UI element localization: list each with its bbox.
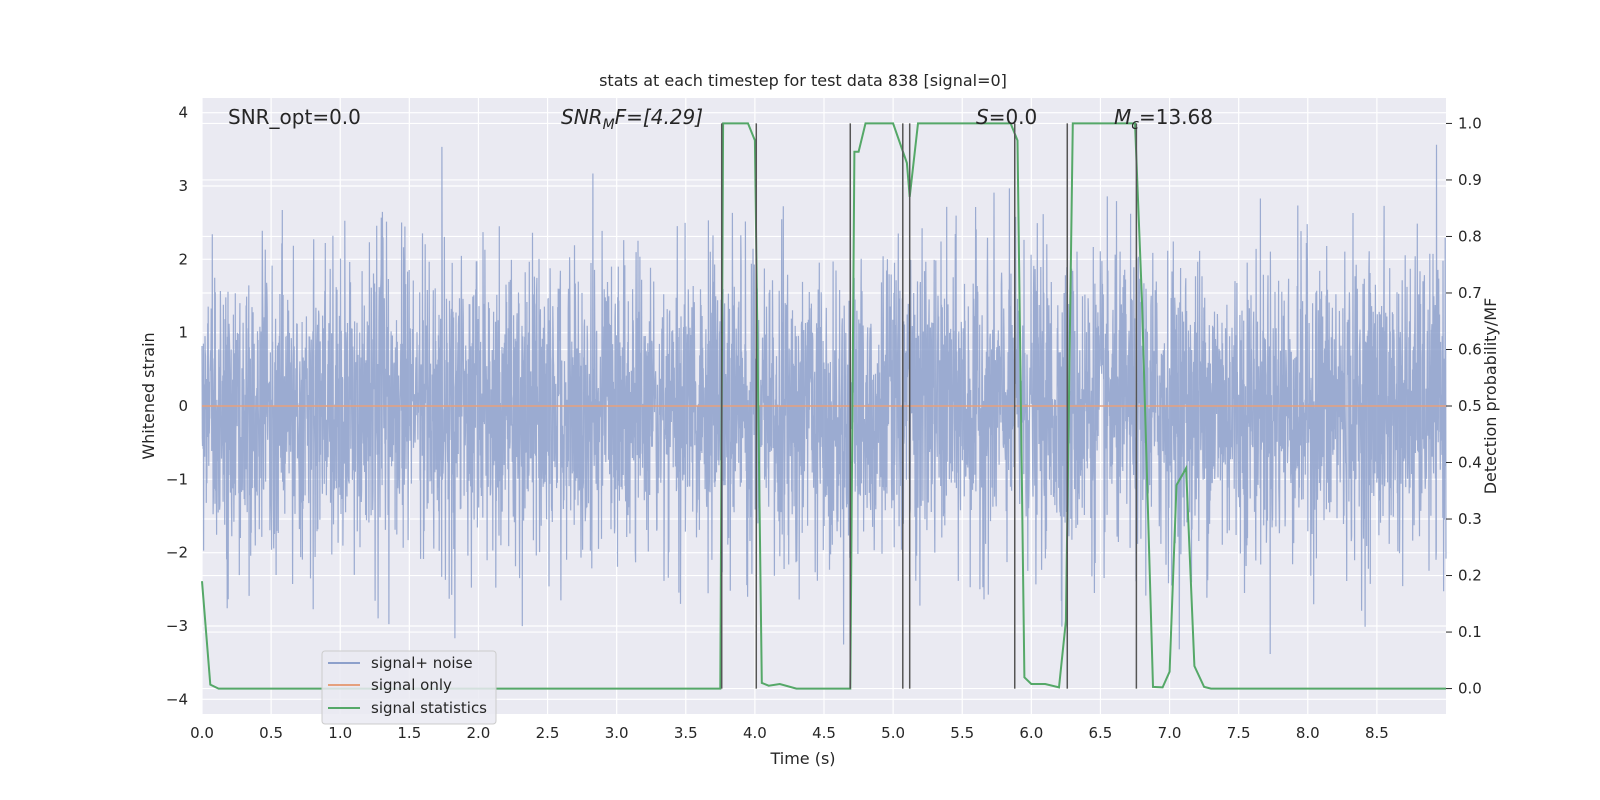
annotation-snr-mf-base: SNR — [561, 105, 603, 129]
y-tick-label: −4 — [166, 690, 188, 708]
annotation-snr-mf-sub: M — [603, 117, 615, 133]
annotation-snr-mf: SNRMF=[4.29] — [561, 105, 703, 133]
y-ticks: −4 −3 −2 −1 0 1 2 3 4 — [166, 104, 188, 709]
y-tick-label: −3 — [166, 617, 188, 635]
y-tick-label: −2 — [166, 544, 188, 562]
y-tick-label-right: 0.9 — [1458, 171, 1482, 189]
line-signal-plus-noise — [201, 144, 1447, 655]
y-tick-label: 0 — [178, 397, 188, 415]
x-tick-label: 8.0 — [1296, 724, 1320, 742]
y-tick-label: 1 — [178, 324, 188, 342]
y-tick-label-right: 0.8 — [1458, 227, 1482, 245]
x-tick-label: 3.0 — [605, 724, 629, 742]
annotation-s-var: S — [976, 105, 989, 129]
y-tick-label: 3 — [178, 177, 188, 195]
y-tick-label-right: 0.7 — [1458, 284, 1482, 302]
x-tick-label: 4.5 — [812, 724, 836, 742]
x-ticks: 0.0 0.5 1.0 1.5 2.0 2.5 3.0 3.5 4.0 4.5 5.0 5.5 6.0 6… — [190, 724, 1389, 742]
annotation-snr-opt: SNR_opt=0.0 — [228, 105, 361, 129]
y-tick-label-right: 0.6 — [1458, 340, 1482, 358]
legend-box — [321, 650, 497, 725]
y-tick-label-right: 0.5 — [1458, 397, 1482, 415]
x-tick-label: 4.0 — [743, 724, 767, 742]
x-tick-label: 5.0 — [881, 724, 905, 742]
legend: signal+ noise signal only signal statist… — [321, 650, 497, 725]
series-lines — [201, 122, 1446, 690]
x-tick-label: 2.0 — [467, 724, 491, 742]
x-tick-label: 0.0 — [190, 724, 214, 742]
y-tick-label-right: 0.4 — [1458, 454, 1482, 472]
annotation-mc-sub: c — [1131, 117, 1139, 133]
y-tick-label: 4 — [178, 104, 188, 122]
noise-series-signal-plus-noise — [201, 144, 1447, 655]
x-tick-label: 0.5 — [259, 724, 283, 742]
x-tick-label: 8.5 — [1365, 724, 1389, 742]
legend-label-signal-plus-noise: signal+ noise — [371, 654, 473, 672]
chart-title: stats at each timestep for test data 838… — [599, 71, 1007, 90]
x-tick-label: 2.5 — [536, 724, 560, 742]
x-tick-label: 7.0 — [1158, 724, 1182, 742]
x-tick-label: 3.5 — [674, 724, 698, 742]
x-tick-label: 6.0 — [1019, 724, 1043, 742]
y-tick-label-right: 0.0 — [1458, 680, 1482, 698]
x-tick-label: 1.0 — [328, 724, 352, 742]
annotation-mc: Mc=13.68 — [1114, 105, 1213, 133]
annotation-s: S=0.0 — [976, 105, 1037, 129]
annotation-s-rest: =0.0 — [989, 105, 1038, 129]
x-tick-label: 1.5 — [397, 724, 421, 742]
annotation-mc-var: M — [1114, 105, 1131, 129]
legend-label-signal-statistics: signal statistics — [371, 699, 487, 717]
y-tick-label-right: 0.3 — [1458, 510, 1482, 528]
y-tick-label-right: 0.1 — [1458, 623, 1482, 641]
y-tick-label-right: 0.2 — [1458, 567, 1482, 585]
legend-label-signal-only: signal only — [371, 676, 452, 694]
x-tick-label: 7.5 — [1227, 724, 1251, 742]
annotation-mc-rest: =13.68 — [1139, 105, 1213, 129]
y-tick-label: −1 — [166, 470, 188, 488]
x-tick-label: 5.5 — [950, 724, 974, 742]
detection-markers — [720, 123, 1138, 689]
y-axis-label-right: Detection probability/MF — [1481, 298, 1500, 495]
y-tick-label-right: 1.0 — [1458, 114, 1482, 132]
y-axis-label: Whitened strain — [139, 332, 158, 459]
x-tick-label: 6.5 — [1089, 724, 1113, 742]
annotation-snr-mf-rest: F=[4.29] — [615, 105, 703, 129]
y-ticks-right: 0.0 0.1 0.2 0.3 0.4 0.5 0.6 0.7 0.8 0.9 1.0 — [1446, 114, 1482, 698]
line-signal-statistics — [201, 122, 1446, 690]
x-axis-label: Time (s) — [769, 749, 835, 768]
y-tick-label: 2 — [178, 250, 188, 268]
